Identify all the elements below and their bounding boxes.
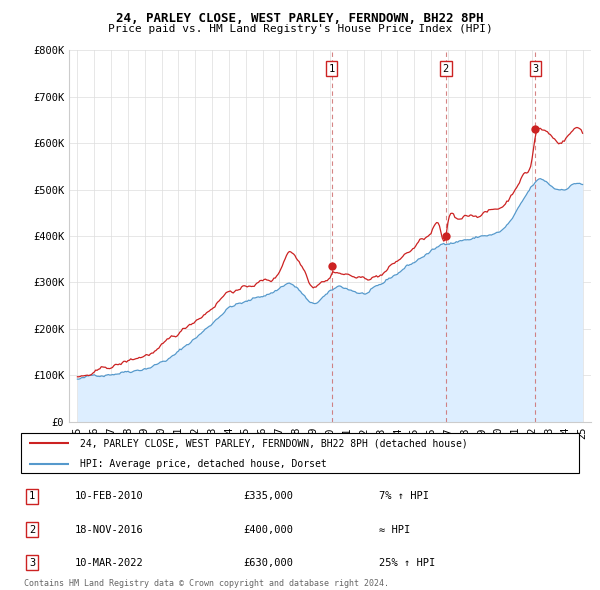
- Text: ≈ HPI: ≈ HPI: [379, 525, 410, 535]
- Text: 3: 3: [532, 64, 538, 74]
- Text: 1: 1: [329, 64, 335, 74]
- Text: £630,000: £630,000: [244, 558, 293, 568]
- Text: 3: 3: [29, 558, 35, 568]
- Text: 1: 1: [29, 491, 35, 502]
- Text: 2: 2: [443, 64, 449, 74]
- Text: 24, PARLEY CLOSE, WEST PARLEY, FERNDOWN, BH22 8PH: 24, PARLEY CLOSE, WEST PARLEY, FERNDOWN,…: [116, 12, 484, 25]
- Text: Contains HM Land Registry data © Crown copyright and database right 2024.
This d: Contains HM Land Registry data © Crown c…: [24, 579, 389, 590]
- FancyBboxPatch shape: [21, 433, 579, 473]
- Text: 24, PARLEY CLOSE, WEST PARLEY, FERNDOWN, BH22 8PH (detached house): 24, PARLEY CLOSE, WEST PARLEY, FERNDOWN,…: [80, 438, 468, 448]
- Text: HPI: Average price, detached house, Dorset: HPI: Average price, detached house, Dors…: [80, 459, 327, 469]
- Text: 10-MAR-2022: 10-MAR-2022: [74, 558, 143, 568]
- Text: £335,000: £335,000: [244, 491, 293, 502]
- Text: 18-NOV-2016: 18-NOV-2016: [74, 525, 143, 535]
- Text: 10-FEB-2010: 10-FEB-2010: [74, 491, 143, 502]
- Text: Price paid vs. HM Land Registry's House Price Index (HPI): Price paid vs. HM Land Registry's House …: [107, 24, 493, 34]
- Text: 2: 2: [29, 525, 35, 535]
- Text: 7% ↑ HPI: 7% ↑ HPI: [379, 491, 429, 502]
- Text: £400,000: £400,000: [244, 525, 293, 535]
- Text: 25% ↑ HPI: 25% ↑ HPI: [379, 558, 435, 568]
